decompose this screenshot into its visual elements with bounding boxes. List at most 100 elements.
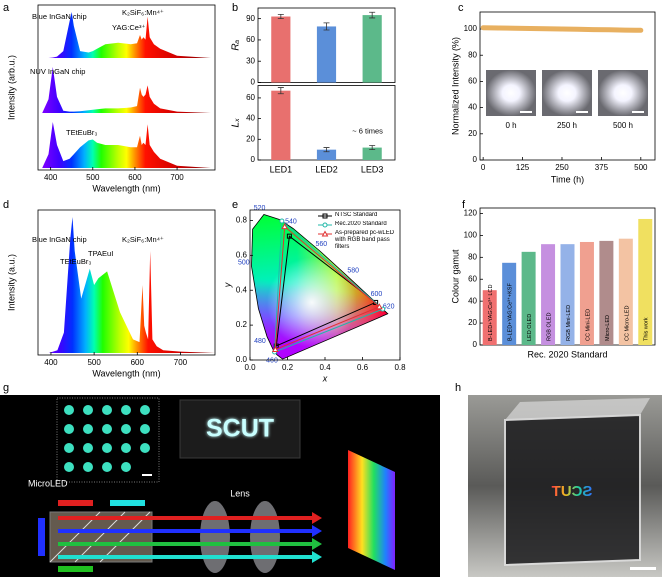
spectrum-screen [348, 450, 395, 570]
cube-text: SCUT [552, 483, 593, 500]
wavelength-label: 480 [254, 338, 266, 345]
x-tick-label: LED2 [315, 164, 338, 174]
x-tick-label: 0.8 [394, 363, 406, 372]
axes-frame [37, 209, 216, 356]
x-tick-label: 600 [131, 358, 145, 367]
error-bar [323, 147, 330, 153]
error-bar [369, 11, 376, 19]
spectrum [42, 217, 215, 353]
x-tick-label: 500 [634, 163, 648, 172]
spectrum [42, 122, 211, 168]
bar [599, 240, 614, 345]
cyan-led [110, 500, 145, 506]
x-tick-label: 0.2 [282, 363, 294, 372]
y-tick-label: 80 [468, 50, 477, 59]
wavelength-label: 540 [285, 219, 297, 226]
y-axis-label: Normalized Intensity (%) [450, 37, 460, 135]
bar [618, 238, 633, 345]
y-tick-label: 60 [468, 77, 477, 86]
dot-frame [56, 397, 160, 483]
y-axis-label: y [222, 282, 232, 288]
scale-bar [630, 567, 656, 570]
bar [482, 290, 497, 345]
wavelength-label: 460 [266, 357, 278, 364]
gamut-triangle [274, 219, 384, 353]
spectrum [42, 67, 211, 113]
panel-g: SCUT MicroLED Lens [0, 395, 440, 577]
x-tick-label: 500 [86, 173, 100, 182]
marker [286, 233, 292, 239]
annotation: TPAEuI [88, 249, 113, 258]
x-tick-label: LED3 [361, 164, 384, 174]
x-tick-label: 0.4 [319, 363, 331, 372]
y-tick-label: 0 [251, 155, 256, 164]
inset-label: 250 h [557, 121, 577, 130]
y-axis-label: Lₓ [231, 118, 242, 128]
y-axis-label: Colour gamut [450, 249, 460, 304]
spectrum [42, 12, 211, 58]
annotation: K₂SiF₆:Mn⁴⁺ [122, 235, 164, 244]
bar [638, 218, 653, 345]
x-tick-label: 700 [170, 173, 184, 182]
bar [502, 262, 517, 345]
data-line [480, 25, 644, 33]
bar [362, 15, 382, 83]
y-tick-label: 80 [468, 252, 477, 261]
red-led [58, 500, 93, 506]
annotation: NUV InGaN chip [30, 67, 85, 76]
y-tick-label: 120 [464, 209, 478, 218]
y-tick-label: 20 [246, 134, 255, 143]
scale-bar [520, 111, 532, 113]
lens [250, 501, 280, 573]
bar-label: Micro-LED [605, 315, 611, 341]
inset-photo [598, 70, 648, 116]
y-tick-label: 100 [464, 24, 478, 33]
y-tick-label: 20 [468, 318, 477, 327]
panel-label: d [3, 199, 9, 211]
bar [521, 251, 536, 345]
wavelength-label: 600 [371, 291, 383, 298]
y-tick-label: 0.2 [236, 320, 248, 329]
y-tick-label: 0 [473, 340, 478, 349]
gamut-triangle [275, 235, 377, 347]
panel-label: a [3, 2, 10, 14]
x-tick-label: 0 [481, 163, 486, 172]
x-axis-label: Time (h) [551, 174, 584, 184]
marker [279, 218, 285, 224]
annotation: Blue InGaN chip [32, 235, 87, 244]
y-tick-label: 60 [468, 274, 477, 283]
inset-label: 500 h [613, 121, 633, 130]
bar [362, 147, 382, 160]
wavelength-label: 560 [315, 241, 327, 248]
green-led [58, 566, 93, 572]
bar-label: LED OLED [527, 314, 533, 341]
y-tick-label: 0 [473, 155, 478, 164]
y-tick-label: 40 [468, 296, 477, 305]
y-tick-label: 0 [251, 78, 256, 87]
marker [271, 346, 279, 353]
wavelength-label: 520 [254, 205, 266, 212]
y-tick-label: 60 [246, 35, 255, 44]
bar [560, 244, 575, 345]
bar-label: CC Mini-LED [585, 309, 591, 341]
x-tick-label: 125 [516, 163, 530, 172]
inset-photo [486, 70, 536, 116]
screen [179, 399, 301, 459]
y-tick-label: 0.6 [236, 250, 248, 259]
error-bar [277, 13, 284, 20]
scale-bar [576, 111, 588, 113]
bar [316, 149, 337, 160]
axes-frame [37, 4, 216, 171]
x-tick-label: LED1 [270, 164, 293, 174]
x-tick-label: 0.6 [357, 363, 369, 372]
x-tick-label: 0.0 [244, 363, 256, 372]
inset-photo [542, 70, 592, 116]
bar [271, 90, 291, 160]
panel-label: b [232, 2, 238, 14]
panel-label: g [3, 382, 9, 394]
bar-label: This work [644, 317, 650, 341]
y-tick-label: 90 [246, 14, 255, 23]
locus-shading [251, 214, 388, 360]
bar [579, 241, 594, 345]
prism-lines [49, 511, 151, 563]
